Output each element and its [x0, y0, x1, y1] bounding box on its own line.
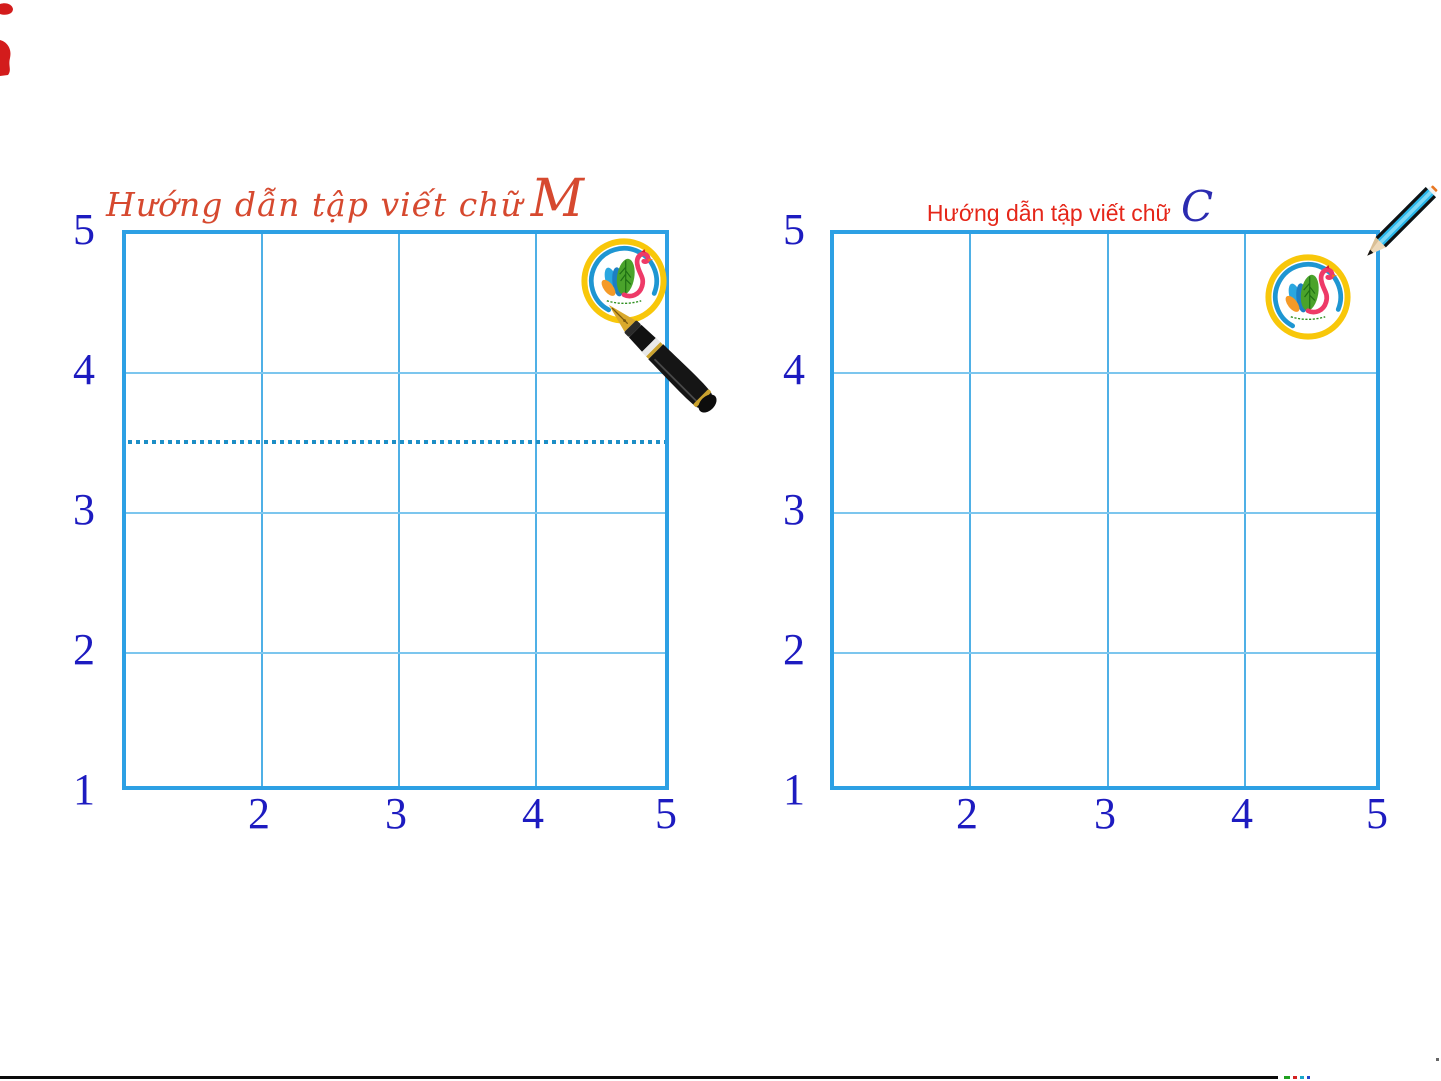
axis-label-left: 4 [783, 345, 805, 394]
axis-label-left: 1 [73, 765, 95, 814]
axis-label-bottom: 4 [522, 789, 544, 838]
grid-line [535, 234, 537, 786]
grid-line [834, 652, 1376, 654]
writing-grid-left [122, 230, 669, 790]
pencil-icon [1356, 179, 1441, 267]
panel-right-title-text: Hướng dẫn tập viết chữ [926, 200, 1171, 226]
progress-tick [1300, 1076, 1304, 1079]
progress-tick [1284, 1076, 1290, 1079]
dotted-guideline [128, 440, 665, 444]
panel-left-title-text: Hướng dẫn tập viết chữ [106, 185, 523, 224]
video-progress-line [0, 1076, 1278, 1079]
axis-label-bottom: 5 [655, 789, 677, 838]
grid-line [126, 372, 665, 374]
grid-line [834, 372, 1376, 374]
axis-label-left: 5 [783, 205, 805, 254]
panel-right-title-letter: C [1180, 182, 1214, 231]
swan-feather-logo-icon [1265, 254, 1351, 340]
panel-right-title: Hướng dẫn tập viết chữ C [920, 182, 1220, 231]
grid-line [126, 652, 665, 654]
panel-left-title-letter: M [530, 169, 584, 229]
axis-label-bottom: 3 [385, 789, 407, 838]
grid-line [398, 234, 400, 786]
axis-label-left: 4 [73, 345, 95, 394]
axis-label-bottom: 5 [1366, 789, 1388, 838]
red-edge-marks [0, 3, 13, 76]
axis-label-left: 1 [783, 765, 805, 814]
grid-line [126, 512, 665, 514]
grid-line [1244, 234, 1246, 786]
axis-label-left: 2 [73, 625, 95, 674]
axis-label-left: 3 [73, 485, 95, 534]
axis-label-left: 2 [783, 625, 805, 674]
corner-dot [1436, 1058, 1439, 1061]
grid-line [969, 234, 971, 786]
panel-left-title: Hướng dẫn tập viết chữ M [106, 173, 584, 225]
grid-line [834, 512, 1376, 514]
axis-label-bottom: 2 [956, 789, 978, 838]
progress-tick [1293, 1076, 1297, 1079]
axis-label-bottom: 3 [1094, 789, 1116, 838]
progress-tick [1307, 1076, 1310, 1079]
axis-label-bottom: 4 [1231, 789, 1253, 838]
axis-label-left: 5 [73, 205, 95, 254]
axis-label-left: 3 [783, 485, 805, 534]
grid-line [261, 234, 263, 786]
axis-label-bottom: 2 [248, 789, 270, 838]
grid-line [1107, 234, 1109, 786]
